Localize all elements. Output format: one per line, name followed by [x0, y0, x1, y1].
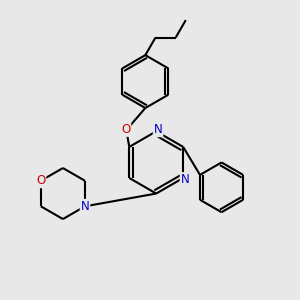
- Text: O: O: [36, 174, 45, 187]
- Text: O: O: [121, 123, 130, 136]
- Text: N: N: [181, 173, 189, 186]
- Text: N: N: [154, 123, 163, 136]
- Text: N: N: [81, 200, 89, 213]
